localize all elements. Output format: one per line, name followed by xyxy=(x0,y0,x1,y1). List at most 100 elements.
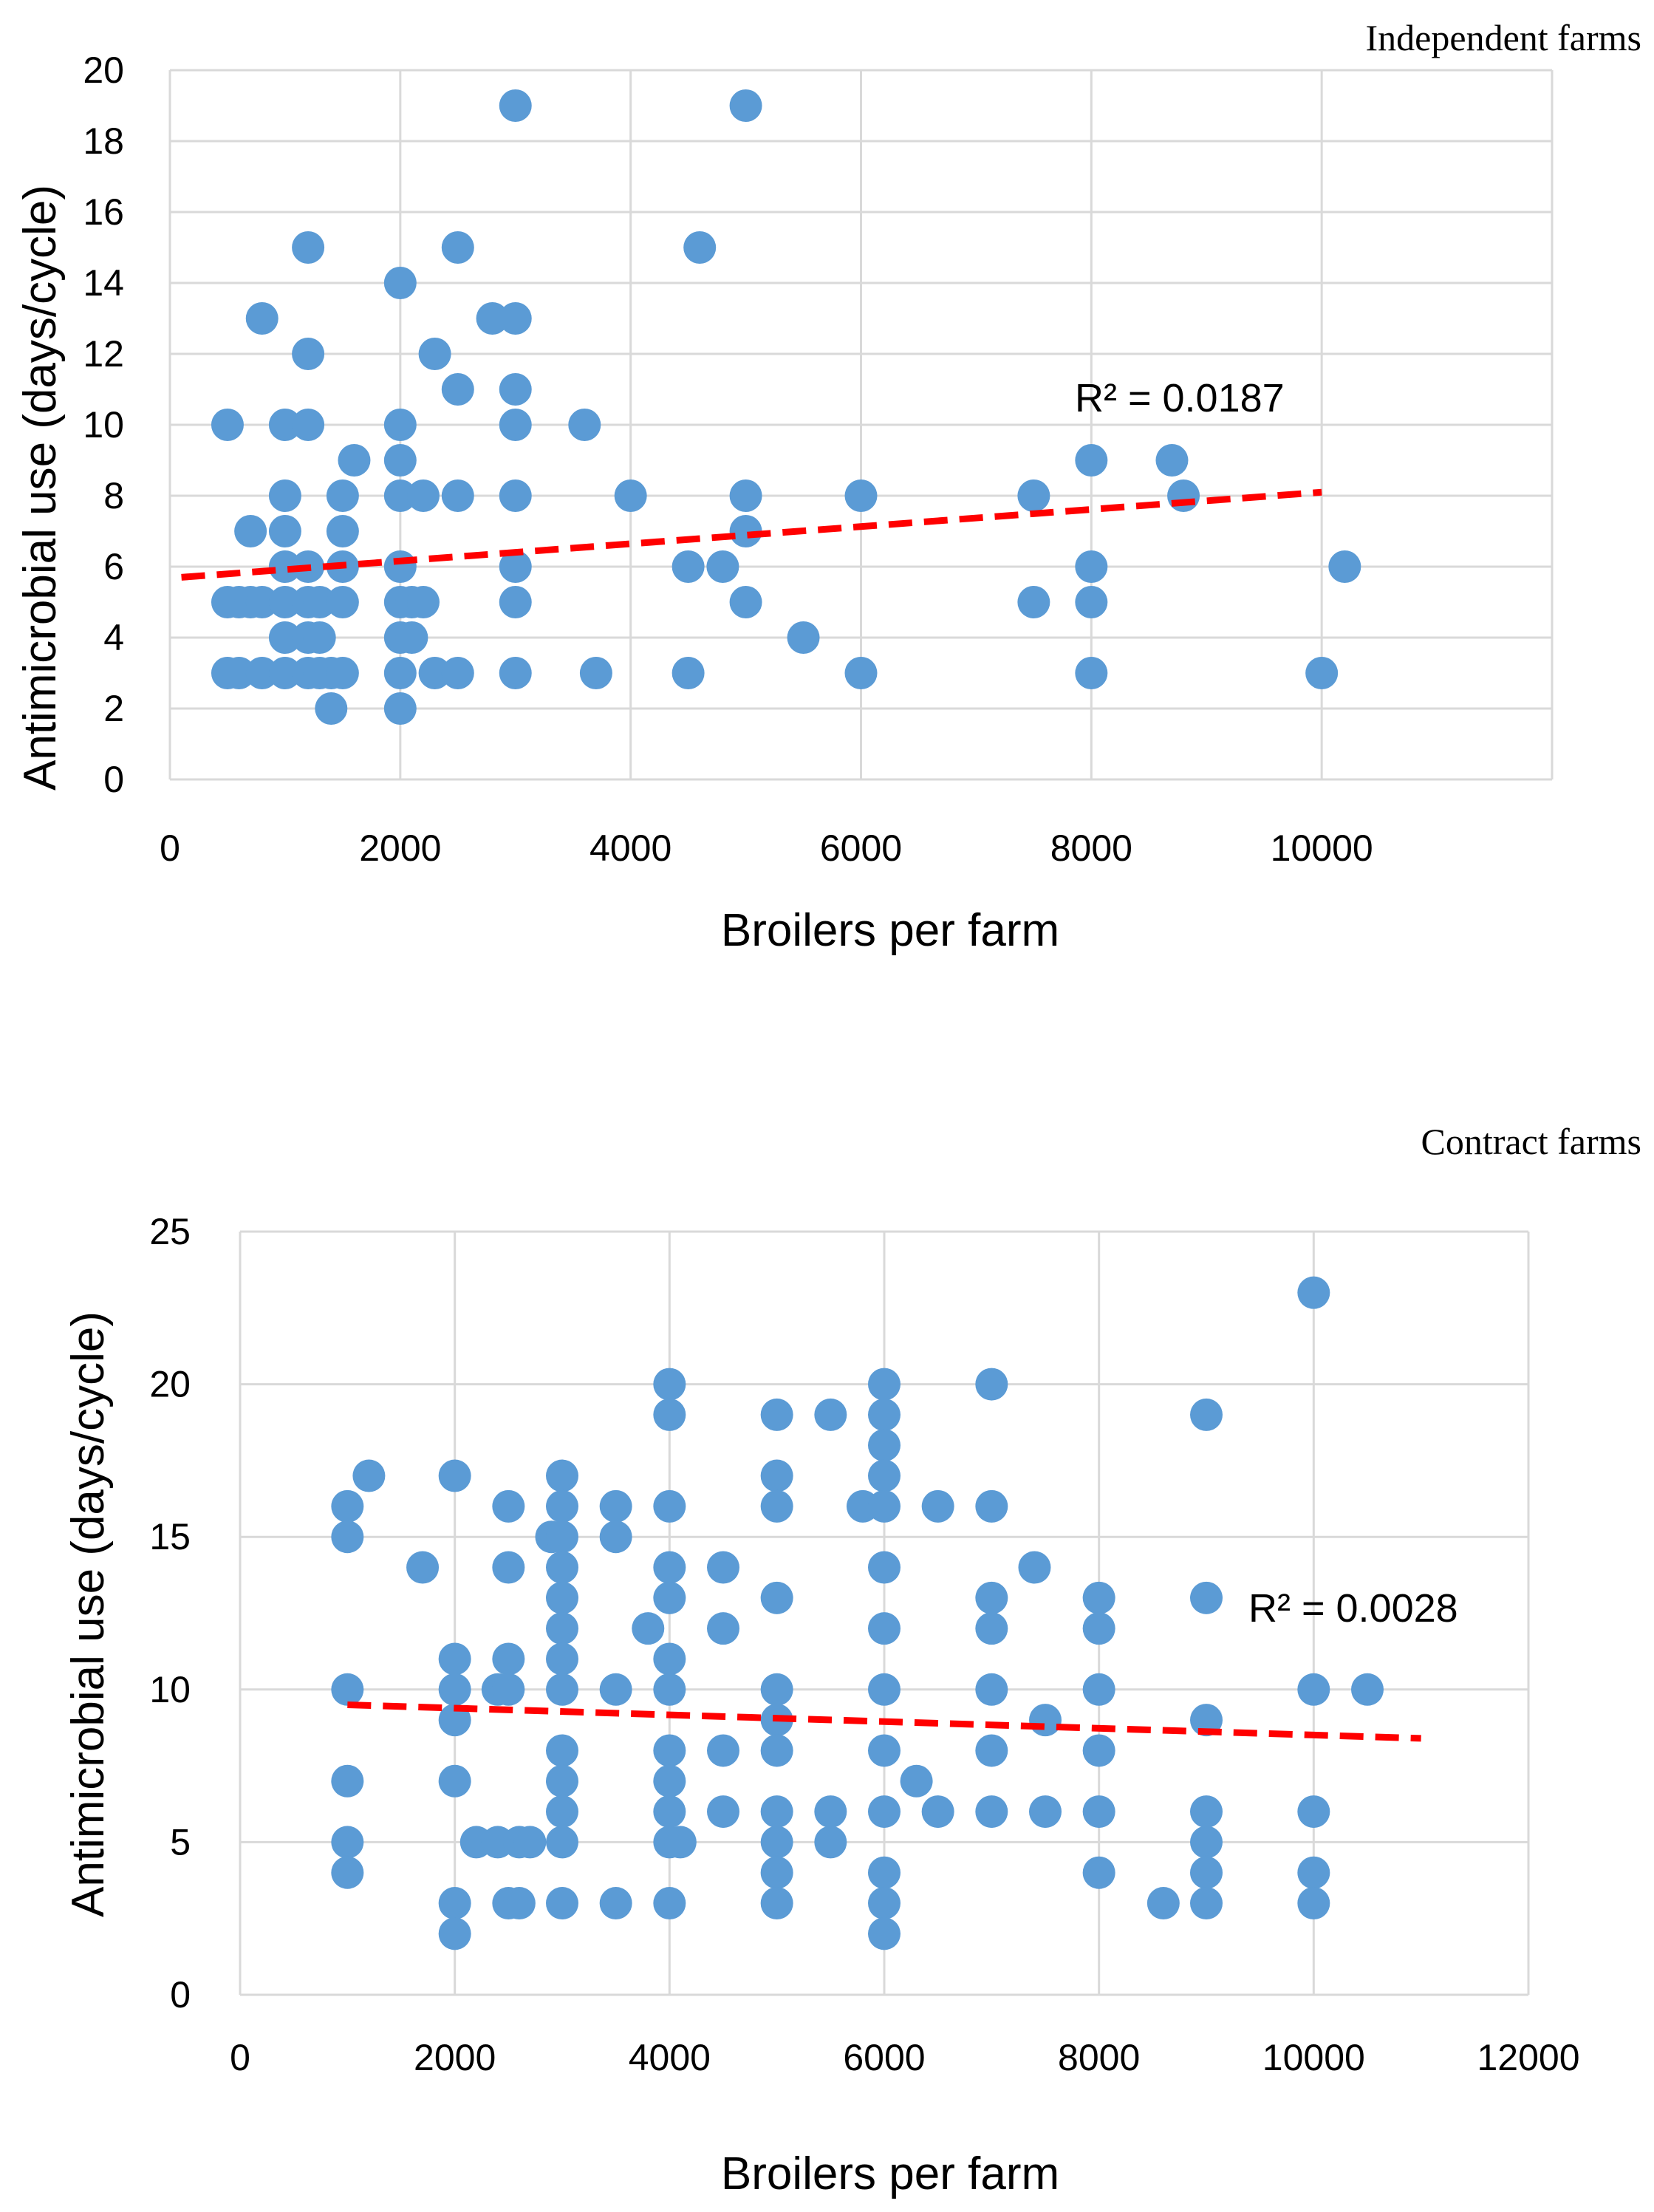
data-point xyxy=(1082,1581,1115,1614)
data-point xyxy=(1075,444,1108,477)
data-point xyxy=(418,657,451,689)
data-point xyxy=(407,479,440,512)
data-point xyxy=(499,302,532,335)
data-point xyxy=(492,1673,525,1706)
data-point xyxy=(502,1887,536,1920)
data-point xyxy=(331,1520,364,1554)
data-point xyxy=(438,1887,471,1920)
x-tick-label: 4000 xyxy=(629,2037,711,2078)
data-point xyxy=(729,586,762,618)
data-point xyxy=(326,586,359,618)
r-squared-label: R² = 0.0187 xyxy=(1075,376,1285,420)
data-point xyxy=(268,586,301,618)
data-point xyxy=(844,657,878,689)
data-point xyxy=(683,231,717,264)
data-point xyxy=(653,1734,686,1767)
y-axis-label: Antimicrobial use (days/cycle) xyxy=(15,185,66,791)
data-point xyxy=(868,1429,901,1462)
data-point xyxy=(438,1642,471,1676)
chart-title: Contract farms xyxy=(1421,1121,1641,1162)
y-tick-label: 8 xyxy=(103,475,124,516)
data-point xyxy=(632,1612,665,1645)
data-point xyxy=(975,1673,1008,1706)
x-tick-label: 4000 xyxy=(590,827,671,869)
data-point xyxy=(338,444,371,477)
chart-title: Independent farms xyxy=(1366,17,1641,58)
data-point xyxy=(418,338,451,370)
y-axis-label: Antimicrobial use (days/cycle) xyxy=(63,1311,114,1917)
data-point xyxy=(499,550,532,583)
data-point xyxy=(245,302,278,335)
data-point xyxy=(292,231,325,264)
data-point xyxy=(331,1673,364,1706)
data-point xyxy=(975,1612,1008,1645)
data-point xyxy=(814,1398,847,1431)
data-point xyxy=(707,1612,739,1645)
data-point xyxy=(868,1398,901,1431)
data-point xyxy=(1082,1612,1115,1645)
y-tick-label: 10 xyxy=(83,404,124,446)
data-point xyxy=(599,1887,632,1920)
data-point xyxy=(599,1520,632,1554)
data-point xyxy=(1082,1673,1115,1706)
data-point xyxy=(326,657,359,689)
data-point xyxy=(921,1795,954,1829)
data-point xyxy=(653,1887,686,1920)
data-point xyxy=(352,1459,386,1492)
x-tick-label: 0 xyxy=(230,2037,250,2078)
data-point xyxy=(568,409,601,441)
y-tick-label: 10 xyxy=(149,1669,191,1710)
data-point xyxy=(760,1826,793,1859)
chart-contract-farms: 0 2000 4000 6000 8000 10000 12000 0 5 10 15 20 25 Bro… xyxy=(63,1121,1641,2199)
data-point xyxy=(476,302,509,335)
data-point xyxy=(868,1856,901,1889)
data-point xyxy=(653,1795,686,1829)
data-point xyxy=(1075,550,1108,583)
data-point xyxy=(1029,1795,1062,1829)
data-point xyxy=(383,267,417,299)
data-point xyxy=(331,1489,364,1523)
x-tick-label: 12000 xyxy=(1477,2037,1579,2078)
data-point xyxy=(729,479,762,512)
y-tick-label: 2 xyxy=(103,688,124,729)
data-point xyxy=(653,1642,686,1676)
data-point xyxy=(868,1612,901,1645)
data-point xyxy=(599,1673,632,1706)
data-point xyxy=(1017,586,1050,618)
data-point xyxy=(868,1917,901,1950)
data-point xyxy=(546,1887,578,1920)
data-point xyxy=(492,1551,525,1584)
data-point xyxy=(868,1459,901,1492)
data-point xyxy=(868,1734,901,1767)
data-point xyxy=(868,1489,901,1523)
x-tick-label: 2000 xyxy=(414,2037,496,2078)
data-point xyxy=(760,1795,793,1829)
data-point xyxy=(1305,657,1339,689)
data-point xyxy=(599,1489,632,1523)
data-point xyxy=(268,550,301,583)
data-point xyxy=(975,1795,1008,1829)
data-point xyxy=(513,1826,547,1859)
data-point xyxy=(326,515,359,547)
data-point xyxy=(383,657,417,689)
data-point xyxy=(492,1489,525,1523)
y-tick-label: 6 xyxy=(103,546,124,587)
y-tick-label: 0 xyxy=(170,1974,191,2015)
data-point xyxy=(1297,1673,1330,1706)
data-point xyxy=(499,479,532,512)
data-point xyxy=(441,479,474,512)
data-point xyxy=(406,1551,440,1584)
x-tick-label: 8000 xyxy=(1058,2037,1140,2078)
data-point xyxy=(546,1673,578,1706)
y-tick-label: 15 xyxy=(149,1516,191,1557)
y-tick-label: 12 xyxy=(83,333,124,375)
data-point xyxy=(438,1704,471,1737)
data-point xyxy=(760,1489,793,1523)
data-point xyxy=(268,657,301,689)
data-point xyxy=(1190,1795,1223,1829)
data-point xyxy=(671,550,705,583)
data-point xyxy=(441,373,474,406)
data-point xyxy=(268,409,301,441)
data-point xyxy=(1190,1398,1223,1431)
data-point xyxy=(1351,1673,1384,1706)
